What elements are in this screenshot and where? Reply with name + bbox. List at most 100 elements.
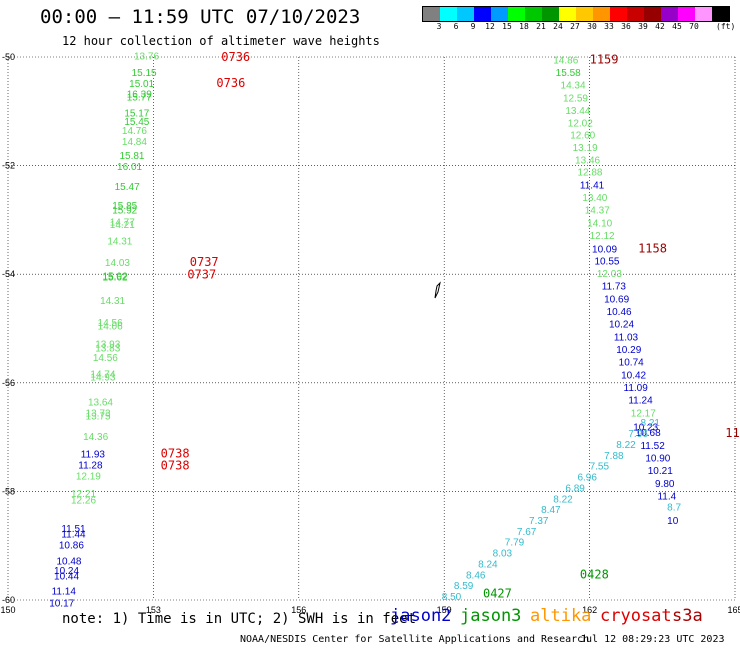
wave-height-label: 10.90 [645, 454, 670, 465]
wave-height-label: 7.96 [628, 429, 648, 440]
colorbar [422, 6, 730, 22]
x-tick-label: 159 [437, 605, 452, 615]
island-outline [434, 281, 441, 299]
wave-height-label: 13.83 [95, 343, 120, 354]
wave-height-label: 13.75 [86, 412, 111, 423]
wave-height-label: 13.64 [88, 398, 113, 409]
pass-time-label: 11 [725, 426, 739, 440]
wave-height-label: 14.86 [553, 56, 578, 67]
wave-height-label: 10.44 [54, 571, 79, 582]
y-tick-label: -56 [2, 378, 15, 388]
wave-height-label: 13.73 [86, 408, 111, 419]
colorbar-swatch [423, 7, 440, 21]
wave-height-label: 10.42 [621, 370, 646, 381]
wave-height-label: 8.50 [442, 592, 462, 603]
wave-height-label: 10.86 [59, 540, 84, 551]
colorbar-swatch [542, 7, 559, 21]
colorbar-swatch [610, 7, 627, 21]
wave-height-label: 12.88 [577, 167, 602, 178]
colorbar-swatch [491, 7, 508, 21]
pass-time-label: 1159 [590, 53, 619, 67]
wave-height-label: 15.47 [115, 182, 140, 193]
wave-height-label: 8.47 [541, 505, 561, 516]
wave-height-label: 10.29 [616, 345, 641, 356]
wave-height-label: 14.37 [585, 205, 610, 216]
legend-cryosat: cryosat [600, 606, 672, 626]
colorbar-label: 42 [655, 22, 665, 31]
wave-height-label: 11.09 [624, 383, 649, 394]
colorbar-swatch [661, 7, 678, 21]
pass-time-label: 1158 [638, 241, 667, 255]
wave-height-label: 8.22 [616, 440, 636, 451]
wave-height-label: 14.76 [122, 126, 147, 137]
credit-text: NOAA/NESDIS Center for Satellite Applica… [240, 634, 590, 645]
legend-altika: altika [530, 606, 592, 626]
colorbar-label: 30 [587, 22, 597, 31]
pass-time-label: 0427 [483, 586, 512, 600]
wave-height-label: 15.15 [132, 68, 157, 79]
wave-height-label: 12.02 [568, 119, 593, 130]
wave-height-label: 6.96 [577, 473, 597, 484]
x-tick-label: 156 [291, 605, 306, 615]
wave-height-label: 11.44 [61, 530, 86, 541]
wave-height-label: 11.51 [61, 524, 86, 535]
wave-height-label: 13.44 [565, 106, 590, 117]
colorbar-swatch [576, 7, 593, 21]
wave-height-label: 14.03 [105, 258, 130, 269]
wave-height-label: 8.7 [667, 502, 681, 513]
colorbar-swatch [474, 7, 491, 21]
wave-height-label: 14.10 [587, 218, 612, 229]
colorbar-label: 33 [604, 22, 614, 31]
colorbar-label: 24 [553, 22, 563, 31]
wave-height-label: 14.31 [107, 236, 132, 247]
wave-height-label: 10.24 [609, 319, 634, 330]
y-tick-label: -52 [2, 161, 15, 171]
wave-height-label: 10.21 [648, 466, 673, 477]
wave-height-label: 14.77 [110, 217, 135, 228]
wave-height-label: 7.79 [505, 538, 525, 549]
wave-height-label: 9.80 [655, 479, 675, 490]
colorbar-label: 15 [502, 22, 512, 31]
legend-jason3: jason3 [460, 606, 522, 626]
wave-height-label: 12.19 [76, 471, 101, 482]
x-tick-label: 165 [727, 605, 740, 615]
colorbar-swatch [525, 7, 542, 21]
colorbar-swatch [440, 7, 457, 21]
legend-s3a: s3a [672, 606, 703, 626]
y-tick-label: -58 [2, 486, 15, 496]
colorbar-swatch [457, 7, 474, 21]
wave-height-label: 12.59 [563, 94, 588, 105]
wave-height-label: 15.92 [112, 205, 137, 216]
pass-time-label: 0738 [161, 447, 190, 461]
wave-height-label: 10.23 [633, 423, 658, 434]
colorbar-label: 36 [621, 22, 631, 31]
wave-height-label: 12.03 [597, 269, 622, 280]
wave-height-label: 11.52 [640, 441, 665, 452]
wave-height-label: 8.46 [466, 570, 486, 581]
wave-height-label: 7.67 [517, 527, 537, 538]
wave-height-label: 15.62 [103, 273, 128, 284]
wave-height-label: 10 [667, 516, 679, 527]
wave-height-label: 14.21 [110, 220, 135, 231]
wave-height-label: 13.76 [134, 52, 159, 63]
wave-height-label: 14.34 [561, 80, 586, 91]
y-tick-label: -60 [2, 595, 15, 605]
wave-height-label: 10.17 [49, 599, 74, 610]
wave-height-label: 12.26 [71, 495, 96, 506]
wave-height-label: 8.22 [553, 494, 573, 505]
wave-height-label: 10.68 [636, 428, 661, 439]
colorbar-unit: (ft) [716, 22, 736, 31]
wave-height-label: 13.40 [582, 193, 607, 204]
wave-height-label: 14.93 [90, 373, 115, 384]
wave-height-label: 10.55 [594, 256, 619, 267]
wave-height-label: 11.14 [52, 587, 77, 598]
wave-height-label: 13.46 [575, 155, 600, 166]
wave-height-label: 12.17 [631, 408, 656, 419]
wave-height-label: 15.45 [124, 117, 149, 128]
wave-height-label: 8.21 [640, 418, 660, 429]
wave-height-label: 15.58 [556, 68, 581, 79]
colorbar-swatch [508, 7, 525, 21]
colorbar-label: 27 [570, 22, 580, 31]
wave-height-label: 11.28 [78, 461, 103, 472]
